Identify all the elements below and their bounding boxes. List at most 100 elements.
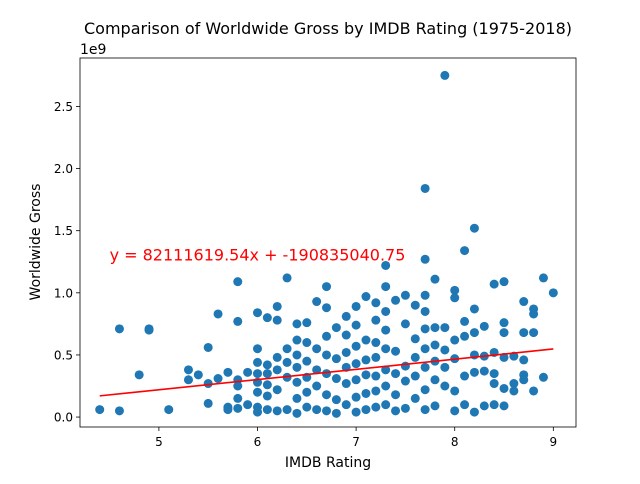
- data-point: [381, 365, 391, 375]
- data-point: [282, 405, 292, 415]
- data-point: [499, 401, 509, 411]
- data-point: [164, 405, 174, 415]
- data-point: [381, 325, 391, 335]
- plot-frame: [79, 57, 577, 428]
- data-point: [203, 342, 213, 352]
- data-point: [292, 377, 302, 387]
- data-point: [410, 371, 420, 381]
- data-point: [410, 393, 420, 403]
- data-point: [282, 357, 292, 367]
- data-point: [391, 369, 401, 379]
- data-point: [312, 297, 322, 307]
- data-point: [262, 360, 272, 370]
- data-point: [420, 385, 430, 395]
- regression-equation-label: y = 82111619.54x + -190835040.75: [110, 246, 406, 265]
- data-point: [292, 335, 302, 345]
- data-point: [302, 318, 312, 328]
- data-point: [469, 407, 479, 417]
- data-point: [440, 362, 450, 372]
- data-point: [272, 301, 282, 311]
- data-point: [469, 328, 479, 338]
- data-point: [351, 407, 361, 417]
- data-point: [312, 344, 322, 354]
- data-point: [450, 386, 460, 396]
- data-point: [233, 277, 243, 287]
- data-point: [479, 366, 489, 376]
- data-point: [489, 379, 499, 389]
- data-point: [371, 315, 381, 325]
- data-point: [450, 335, 460, 345]
- x-tick-label: 9: [549, 435, 557, 449]
- data-point: [430, 340, 440, 350]
- data-point: [253, 357, 262, 367]
- data-point: [440, 70, 450, 80]
- data-point: [302, 338, 312, 348]
- data-point: [361, 355, 371, 365]
- data-point: [114, 324, 124, 334]
- data-point: [400, 376, 410, 386]
- data-point: [391, 406, 401, 416]
- y-axis: 0.0 0.5 1.0 1.5 2.0 2.5: [54, 100, 80, 425]
- y-tick-label: 0.5: [54, 348, 73, 362]
- data-point: [351, 375, 361, 385]
- data-point: [233, 393, 243, 403]
- data-point: [371, 298, 381, 308]
- x-axis: 5 6 7 8 9: [155, 427, 557, 449]
- data-point: [420, 306, 430, 316]
- data-point: [391, 390, 401, 400]
- data-point: [460, 400, 470, 410]
- data-point: [400, 319, 410, 329]
- data-point: [381, 282, 391, 292]
- data-point: [460, 316, 470, 326]
- data-point: [391, 295, 401, 305]
- data-point: [331, 408, 341, 418]
- data-point: [430, 375, 440, 385]
- data-point: [331, 323, 341, 333]
- data-point: [233, 316, 243, 326]
- data-point: [420, 362, 430, 372]
- data-point: [262, 391, 272, 401]
- data-point: [460, 371, 470, 381]
- y-tick-label: 2.5: [54, 100, 73, 114]
- data-point: [292, 362, 302, 372]
- data-point: [312, 405, 322, 415]
- data-point: [469, 304, 479, 314]
- data-point: [272, 385, 282, 395]
- data-point: [538, 372, 548, 382]
- data-point: [262, 369, 272, 379]
- data-point: [351, 392, 361, 402]
- data-point: [499, 328, 509, 338]
- data-point: [253, 344, 262, 354]
- data-point: [371, 371, 381, 381]
- y-axis-label: Worldwide Gross: [28, 184, 44, 301]
- regression-line: [99, 348, 554, 397]
- data-point: [253, 308, 262, 318]
- data-point: [519, 297, 529, 307]
- data-point: [519, 355, 529, 365]
- data-point: [351, 320, 361, 330]
- data-point: [114, 406, 124, 416]
- data-point: [489, 400, 499, 410]
- data-point: [450, 293, 460, 303]
- data-point: [341, 347, 351, 357]
- y-tick-label: 0.0: [54, 411, 73, 425]
- data-point: [430, 401, 440, 411]
- data-points: [95, 70, 558, 418]
- data-point: [272, 352, 282, 362]
- data-point: [381, 260, 391, 270]
- data-point: [499, 383, 509, 393]
- data-point: [322, 369, 332, 379]
- y-tick-label: 1.5: [54, 224, 73, 238]
- data-point: [361, 388, 371, 398]
- data-point: [331, 395, 341, 405]
- data-point: [371, 352, 381, 362]
- data-point: [322, 282, 332, 292]
- data-point: [233, 403, 243, 413]
- data-point: [450, 406, 460, 416]
- data-point: [302, 356, 312, 366]
- data-point: [430, 274, 440, 284]
- data-point: [243, 400, 253, 410]
- data-point: [400, 290, 410, 300]
- y-tick-label: 1.0: [54, 286, 73, 300]
